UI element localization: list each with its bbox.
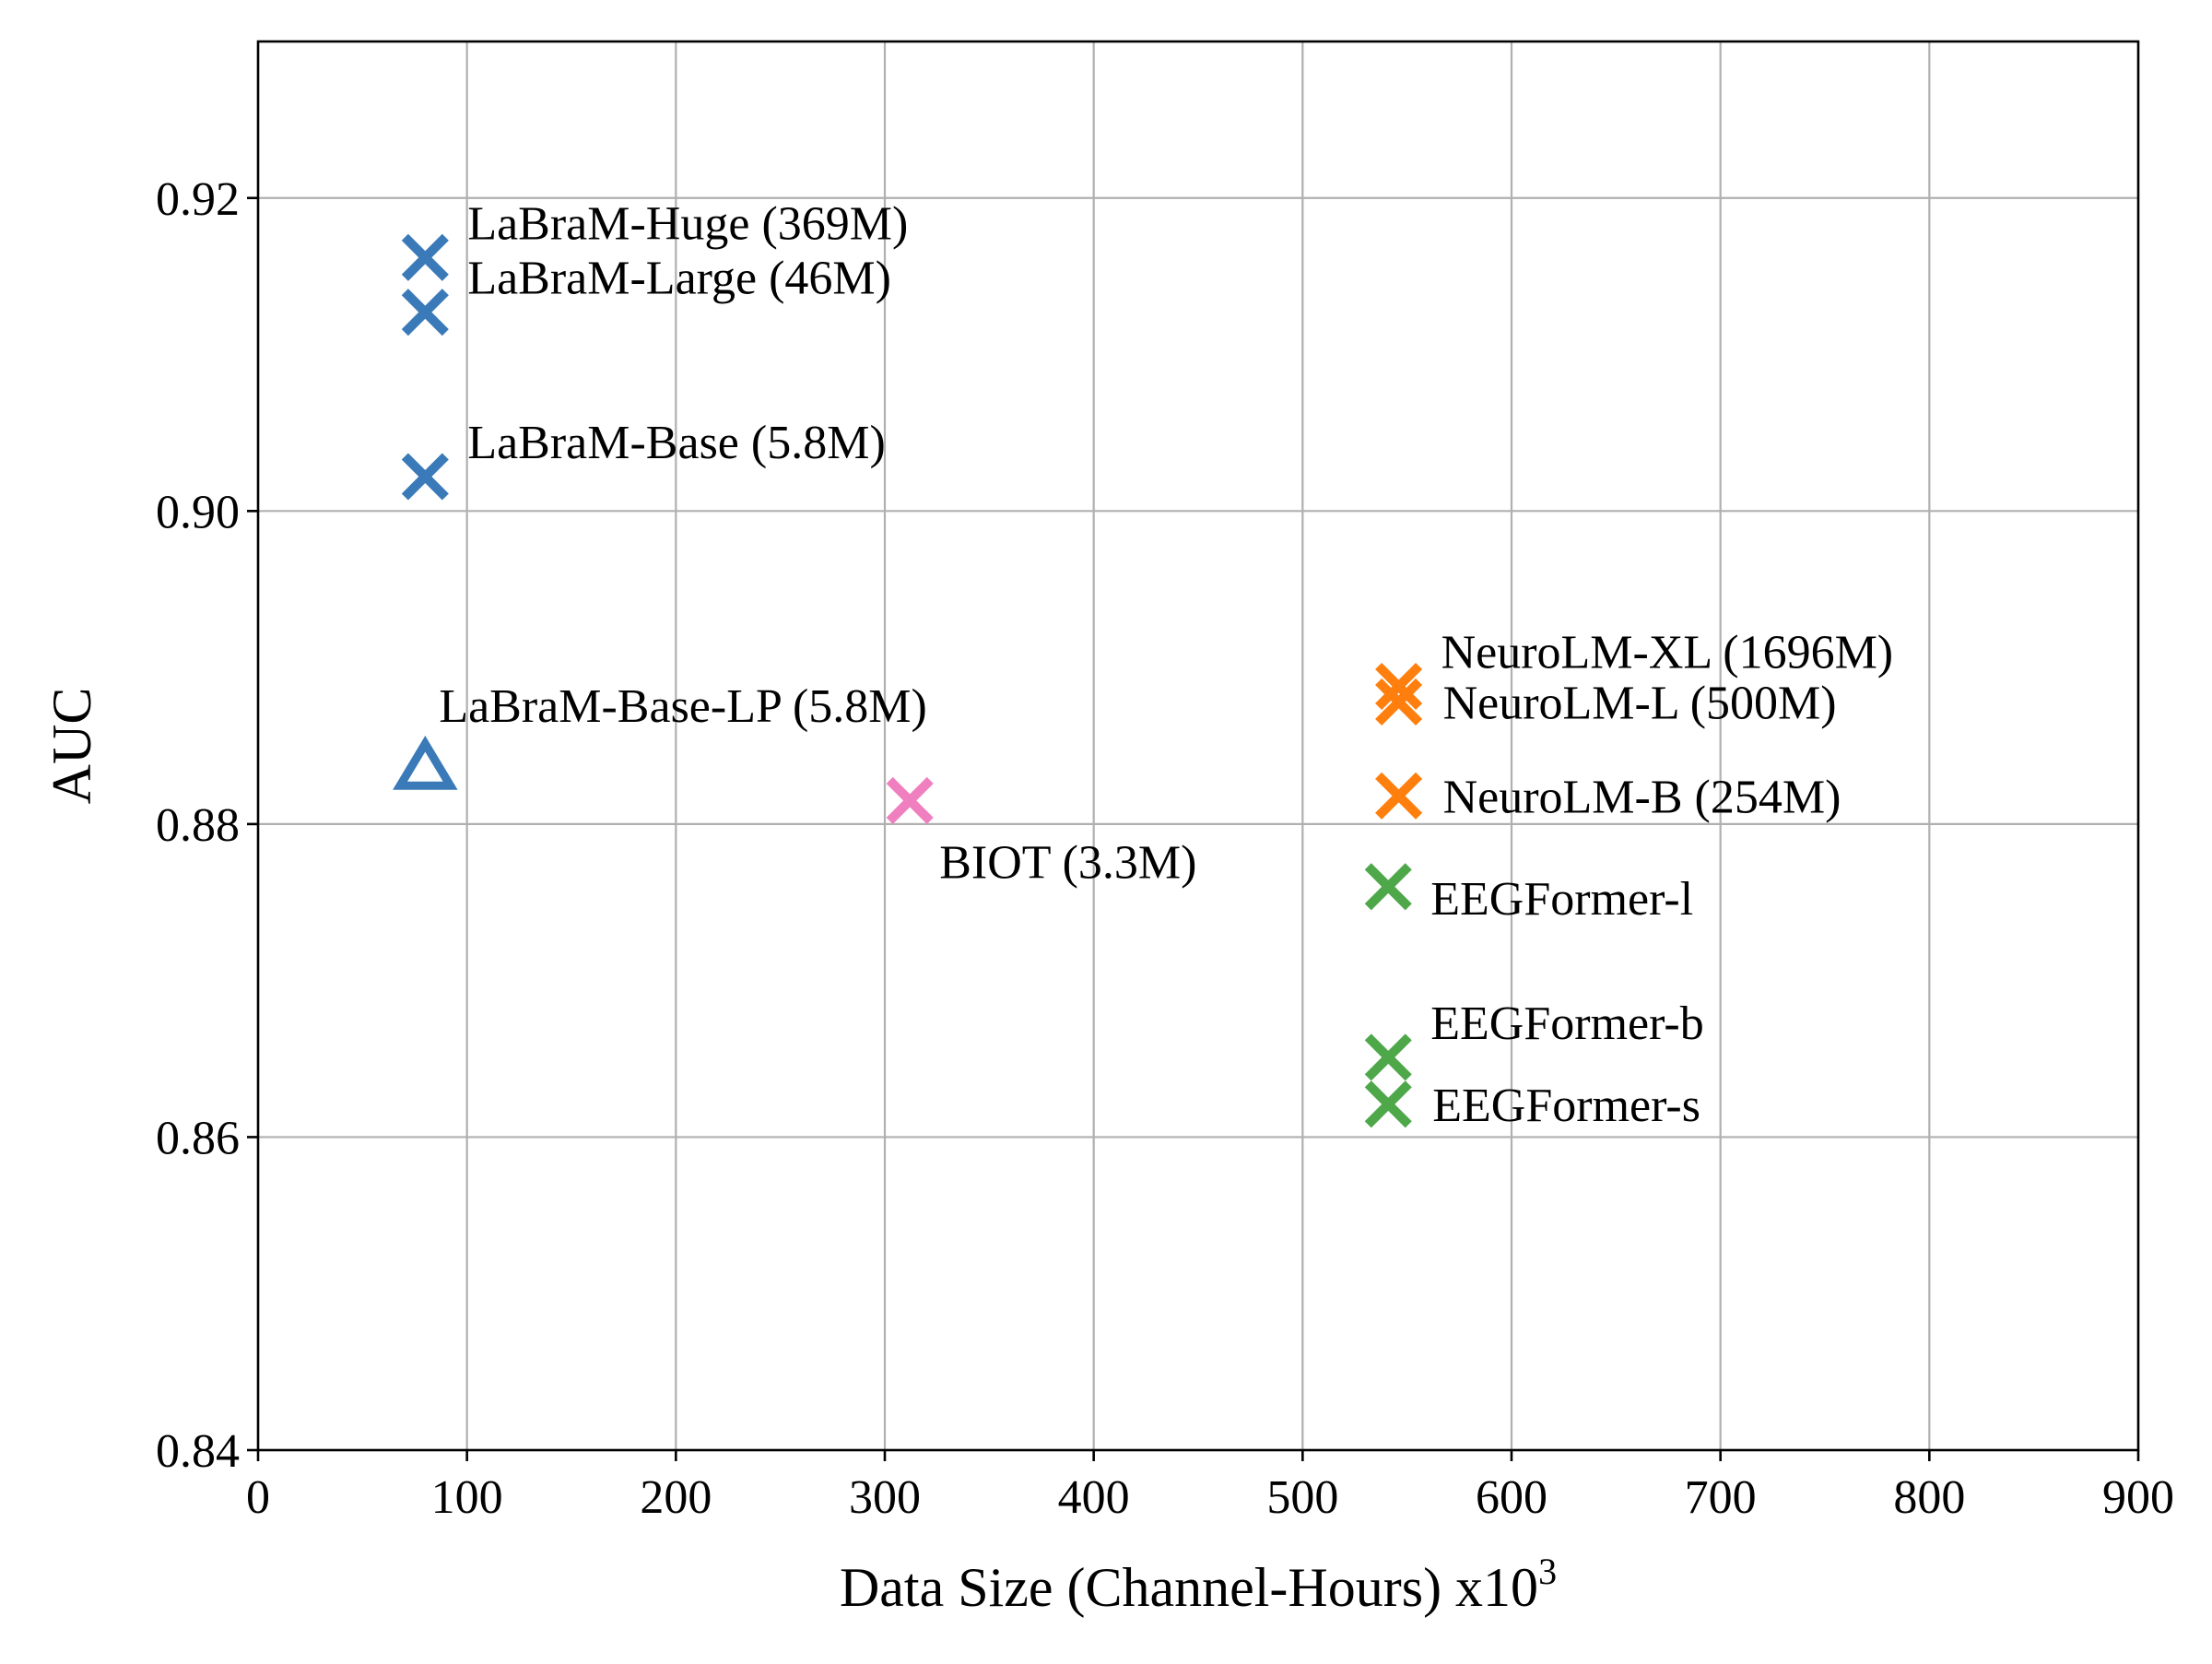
label-labram-huge-369m: LaBraM-Huge (369M): [467, 197, 908, 250]
x-tick-label: 700: [1685, 1471, 1757, 1524]
marker-neurolm-b-254m: [1375, 772, 1423, 820]
marker-eegformer-s: [1364, 1080, 1412, 1128]
y-tick-label: 0.92: [156, 173, 240, 226]
marker-neurolm-xl-1696m: [1375, 662, 1423, 711]
x-tick-label: 0: [246, 1471, 270, 1524]
y-tick-label: 0.90: [156, 486, 240, 538]
label-eegformer-l: EEGFormer-l: [1430, 873, 1693, 926]
tick-layer: 0 100 200 300 400 500 600 700 800 900 0.84 0.86 0.88…: [156, 173, 2174, 1524]
marker-eegformer-l: [1364, 863, 1412, 911]
x-tick-label: 900: [2102, 1471, 2174, 1524]
marker-layer: [393, 233, 1423, 1128]
label-neurolm-b-254m: NeuroLM-B (254M): [1443, 771, 1841, 823]
x-tick-label: 100: [431, 1471, 503, 1524]
label-eegformer-s: EEGFormer-s: [1432, 1080, 1700, 1132]
plot-area-frame: [256, 40, 2140, 1452]
x-axis-title-superscript: 3: [1538, 1551, 1557, 1592]
label-eegformer-b: EEGFormer-b: [1430, 997, 1703, 1050]
label-labram-base-5-8m: LaBraM-Base (5.8M): [467, 417, 885, 469]
x-tick-label: 400: [1058, 1471, 1130, 1524]
grid-layer: [258, 41, 2138, 1450]
marker-labram-large-46m: [401, 289, 449, 336]
y-tick-label: 0.88: [156, 799, 240, 852]
x-tick-label: 500: [1266, 1471, 1338, 1524]
marker-neurolm-l-500m: [1375, 678, 1423, 726]
point-label-layer: LaBraM-Huge (369M)LaBraM-Large (46M) LaBr…: [439, 197, 1893, 1131]
y-tick-label: 0.84: [156, 1425, 240, 1478]
x-axis-title-text: Data Size (Channel-Hours) x10: [840, 1557, 1538, 1618]
x-axis-title: Data Size (Channel-Hours) x103: [840, 1551, 1557, 1618]
marker-biot-3-3m: [886, 776, 934, 824]
marker-labram-huge-369m: [401, 233, 449, 281]
x-tick-label: 600: [1476, 1471, 1547, 1524]
y-axis-title: AUC: [41, 688, 102, 805]
label-labram-large-46m: LaBraM-Large (46M): [467, 253, 891, 305]
x-tick-label: 200: [640, 1471, 712, 1524]
marker-labram-base-5-8m: [401, 453, 449, 501]
x-tick-label: 800: [1893, 1471, 1965, 1524]
marker-eegformer-b: [1364, 1033, 1412, 1081]
label-neurolm-xl-1696m: NeuroLM-XL (1696M): [1441, 626, 1894, 679]
label-labram-base-lp-5-8m: LaBraM-Base-LP (5.8M): [439, 680, 927, 733]
x-tick-label: 300: [849, 1471, 921, 1524]
y-tick-label: 0.86: [156, 1112, 240, 1164]
label-biot-3-3m: BIOT (3.3M): [939, 836, 1196, 889]
marker-labram-base-lp-5-8m: [393, 736, 458, 790]
label-neurolm-l-500m: NeuroLM-L (500M): [1443, 677, 1837, 729]
